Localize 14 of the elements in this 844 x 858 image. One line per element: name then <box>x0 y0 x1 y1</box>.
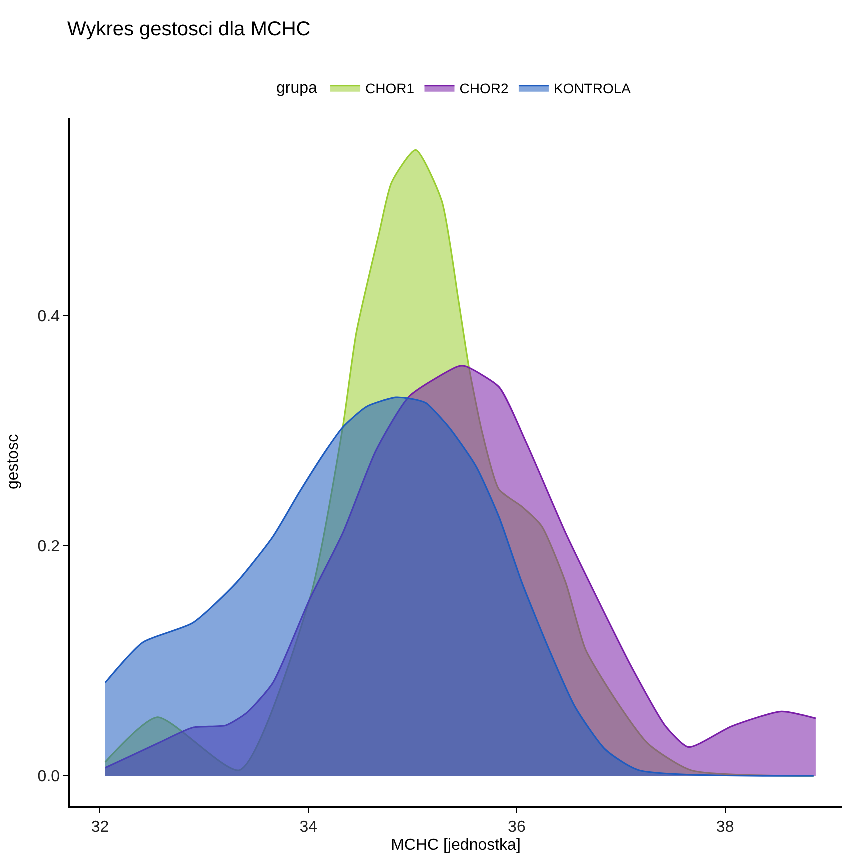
x-axis-title: MCHC [jednostka] <box>391 837 521 854</box>
legend-label: CHOR2 <box>460 80 509 96</box>
legend-title: grupa <box>276 80 318 98</box>
legend-label: KONTROLA <box>554 80 632 96</box>
x-tick-label: 38 <box>716 818 734 836</box>
y-tick-label: 0.0 <box>38 768 60 786</box>
y-tick-label: 0.2 <box>38 538 60 556</box>
x-tick-label: 34 <box>300 818 318 836</box>
y-tick-label: 0.4 <box>38 308 60 326</box>
chart-title: Wykres gestosci dla MCHC <box>68 18 311 40</box>
x-tick-label: 32 <box>91 818 110 836</box>
y-axis-title: gestosc <box>5 434 22 490</box>
x-tick-label: 36 <box>508 818 526 836</box>
legend-label: CHOR1 <box>366 80 415 96</box>
